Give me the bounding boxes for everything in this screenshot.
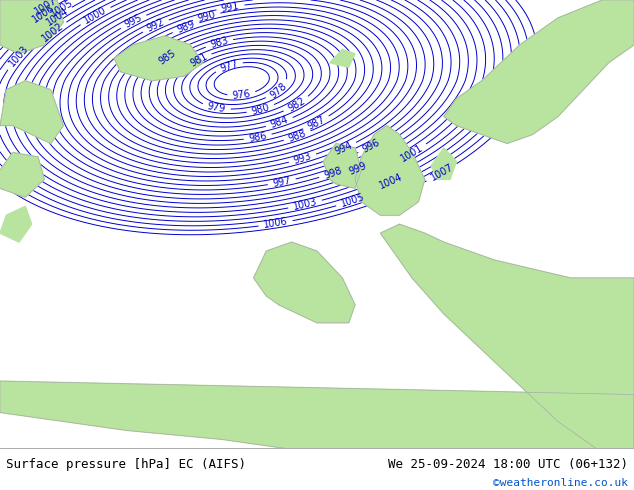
Text: 985: 985 xyxy=(157,48,178,66)
Text: We 25-09-2024 18:00 UTC (06+132): We 25-09-2024 18:00 UTC (06+132) xyxy=(387,458,628,471)
Text: Surface pressure [hPa] EC (AIFS): Surface pressure [hPa] EC (AIFS) xyxy=(6,458,247,471)
Text: 980: 980 xyxy=(250,102,271,117)
Text: 1005: 1005 xyxy=(48,0,75,19)
Polygon shape xyxy=(0,0,63,54)
Text: 999: 999 xyxy=(348,160,368,177)
Text: 978: 978 xyxy=(268,80,288,100)
Text: 994: 994 xyxy=(333,140,354,157)
Text: 1003: 1003 xyxy=(292,197,318,212)
Polygon shape xyxy=(114,36,203,81)
Text: 976: 976 xyxy=(232,89,251,101)
Text: 977: 977 xyxy=(218,58,239,74)
Text: 990: 990 xyxy=(197,9,217,24)
Text: 1007: 1007 xyxy=(33,0,59,17)
Text: 982: 982 xyxy=(286,96,307,114)
Text: 997: 997 xyxy=(272,175,292,189)
Text: 981: 981 xyxy=(188,51,209,69)
Polygon shape xyxy=(323,144,361,188)
Text: 1002: 1002 xyxy=(40,21,65,44)
Polygon shape xyxy=(0,152,44,197)
Polygon shape xyxy=(380,224,634,448)
Text: 987: 987 xyxy=(306,114,327,131)
Text: 1006: 1006 xyxy=(30,2,56,25)
Text: 1006: 1006 xyxy=(262,217,288,230)
Polygon shape xyxy=(254,242,355,323)
Polygon shape xyxy=(330,49,355,67)
Polygon shape xyxy=(431,148,456,179)
Text: 988: 988 xyxy=(287,128,307,144)
Polygon shape xyxy=(355,125,425,215)
Text: 1003: 1003 xyxy=(7,44,30,69)
Text: 1005: 1005 xyxy=(339,192,366,209)
Text: 1004: 1004 xyxy=(44,5,70,27)
Polygon shape xyxy=(444,0,634,144)
Text: 993: 993 xyxy=(292,151,313,166)
Text: 1001: 1001 xyxy=(398,143,425,164)
Text: 979: 979 xyxy=(207,101,226,115)
Text: 995: 995 xyxy=(123,13,144,30)
Text: 983: 983 xyxy=(209,36,230,50)
Text: 984: 984 xyxy=(269,115,290,130)
Text: ©weatheronline.co.uk: ©weatheronline.co.uk xyxy=(493,477,628,488)
Text: 1004: 1004 xyxy=(378,172,404,191)
Text: 992: 992 xyxy=(145,17,166,34)
Text: 989: 989 xyxy=(176,20,197,35)
Text: 998: 998 xyxy=(322,165,343,181)
Text: 1007: 1007 xyxy=(429,162,455,183)
Polygon shape xyxy=(0,206,32,242)
Text: 986: 986 xyxy=(248,130,268,144)
Polygon shape xyxy=(0,81,63,144)
Polygon shape xyxy=(0,381,634,448)
Text: 991: 991 xyxy=(221,0,240,14)
Text: 996: 996 xyxy=(361,137,382,155)
Text: 1000: 1000 xyxy=(82,5,108,26)
